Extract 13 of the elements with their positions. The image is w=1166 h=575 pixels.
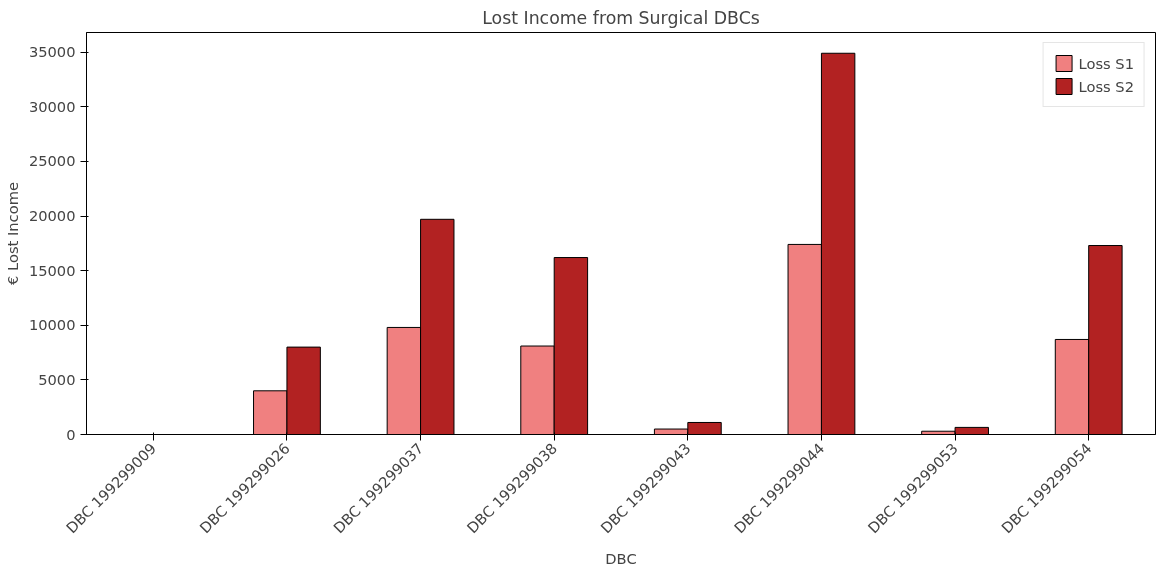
y-tick-label: 10000 bbox=[28, 316, 76, 334]
legend-label: Loss S2 bbox=[1078, 77, 1134, 95]
y-axis-title: € Lost Income bbox=[3, 182, 21, 285]
y-tick-label: 30000 bbox=[28, 97, 76, 115]
y-tick-label: 5000 bbox=[38, 370, 76, 388]
y-tick-label: 20000 bbox=[28, 207, 76, 225]
y-tick-label: 0 bbox=[66, 425, 76, 443]
x-axis-title: DBC bbox=[605, 550, 637, 568]
y-tick-label: 35000 bbox=[28, 43, 76, 61]
chart-title: Lost Income from Surgical DBCs bbox=[482, 7, 760, 28]
y-tick-label: 15000 bbox=[28, 261, 76, 279]
y-tick-label: 25000 bbox=[28, 152, 76, 170]
legend-label: Loss S1 bbox=[1078, 54, 1134, 72]
